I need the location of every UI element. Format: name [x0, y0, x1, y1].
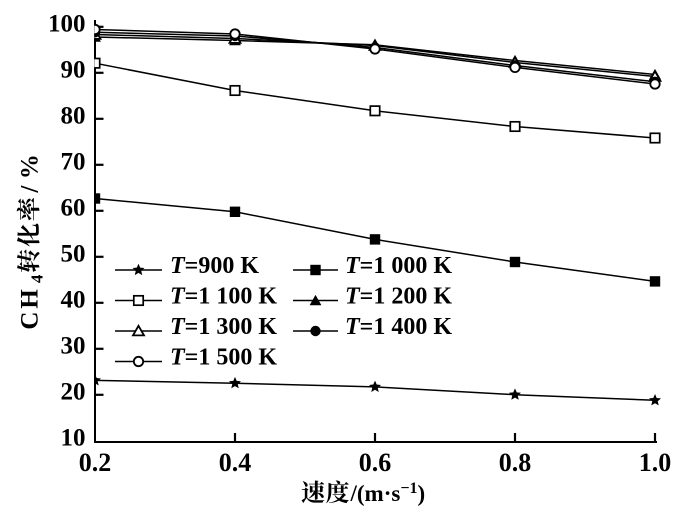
svg-text:50: 50 [61, 240, 86, 267]
svg-text:40: 40 [61, 286, 86, 313]
svg-text:100: 100 [48, 10, 86, 37]
svg-text:10: 10 [61, 424, 86, 451]
svg-text:T=1 300 K: T=1 300 K [170, 314, 277, 340]
svg-text:T=1 200 K: T=1 200 K [345, 284, 452, 310]
svg-text:60: 60 [61, 194, 86, 221]
svg-text:30: 30 [61, 332, 86, 359]
svg-text:4: 4 [27, 274, 46, 283]
svg-text:0.2: 0.2 [79, 448, 112, 477]
svg-text:70: 70 [61, 148, 86, 175]
svg-text:%: % [16, 154, 43, 179]
svg-text:T=900 K: T=900 K [170, 253, 259, 279]
svg-text:T=1 400 K: T=1 400 K [345, 314, 452, 340]
svg-text:/: / [16, 185, 43, 194]
svg-text:0.4: 0.4 [219, 448, 252, 477]
svg-text:H: H [16, 289, 43, 309]
svg-text:0.6: 0.6 [359, 448, 392, 477]
svg-text:C: C [16, 312, 43, 330]
svg-text:90: 90 [61, 56, 86, 83]
svg-text:20: 20 [61, 378, 86, 405]
svg-text:T=1 500 K: T=1 500 K [170, 345, 277, 371]
svg-text:T=1 100 K: T=1 100 K [170, 284, 277, 310]
svg-text:T=1 000 K: T=1 000 K [345, 253, 452, 279]
svg-text:80: 80 [61, 102, 86, 129]
svg-text:1.0: 1.0 [639, 448, 672, 477]
svg-text:0.8: 0.8 [499, 448, 532, 477]
